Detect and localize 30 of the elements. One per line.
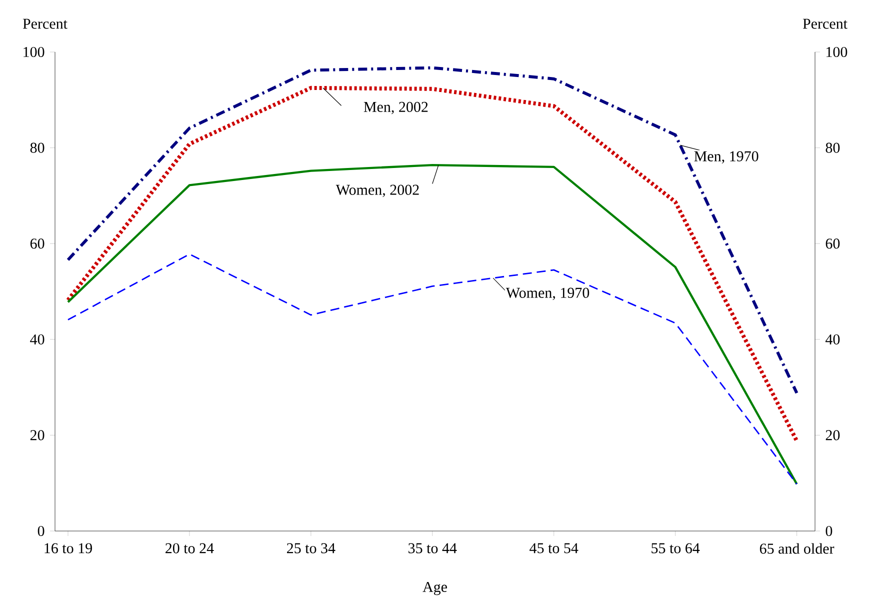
- y2-tick-label: 60: [826, 238, 840, 249]
- y-tick-label: 60: [30, 238, 44, 249]
- series-label: Women, 2002: [336, 184, 419, 198]
- y2-tick-label: 100: [826, 46, 848, 58]
- y2-tick-label: 80: [826, 142, 840, 153]
- x-tick-label: 55 to 64: [652, 543, 700, 554]
- line-series: [66, 66, 798, 395]
- series-label: Men, 1970: [694, 151, 758, 164]
- y-tick-label: 40: [30, 334, 44, 344]
- line-series: [66, 164, 798, 486]
- x-tick-label: 35 to 44: [408, 543, 457, 554]
- y-axis-title: Percent: [22, 18, 68, 29]
- x-tick-label: 16 to 19: [44, 543, 92, 554]
- y-tick-label: 80: [30, 142, 44, 153]
- y-tick-label: 20: [30, 430, 44, 440]
- x-tick-label: 45 to 54: [530, 543, 578, 554]
- y2-tick-label: 20: [826, 430, 840, 440]
- x-axis-title: Age: [422, 582, 447, 596]
- y-tick-label: 100: [24, 46, 44, 58]
- x-tick-label: 65 and older: [760, 543, 834, 554]
- series-label: Women, 1970: [506, 288, 590, 300]
- series-label: Men, 2002: [364, 102, 428, 114]
- x-tick-label: 25 to 34: [287, 543, 336, 554]
- line-series: [66, 86, 799, 443]
- y2-tick-label: 40: [826, 334, 840, 344]
- y2-axis-title: Percent: [802, 18, 848, 29]
- y2-tick-label: 0: [826, 526, 832, 536]
- y-tick-label: 0: [38, 526, 44, 536]
- line-series: [67, 253, 798, 485]
- x-tick-label: 20 to 24: [166, 543, 214, 554]
